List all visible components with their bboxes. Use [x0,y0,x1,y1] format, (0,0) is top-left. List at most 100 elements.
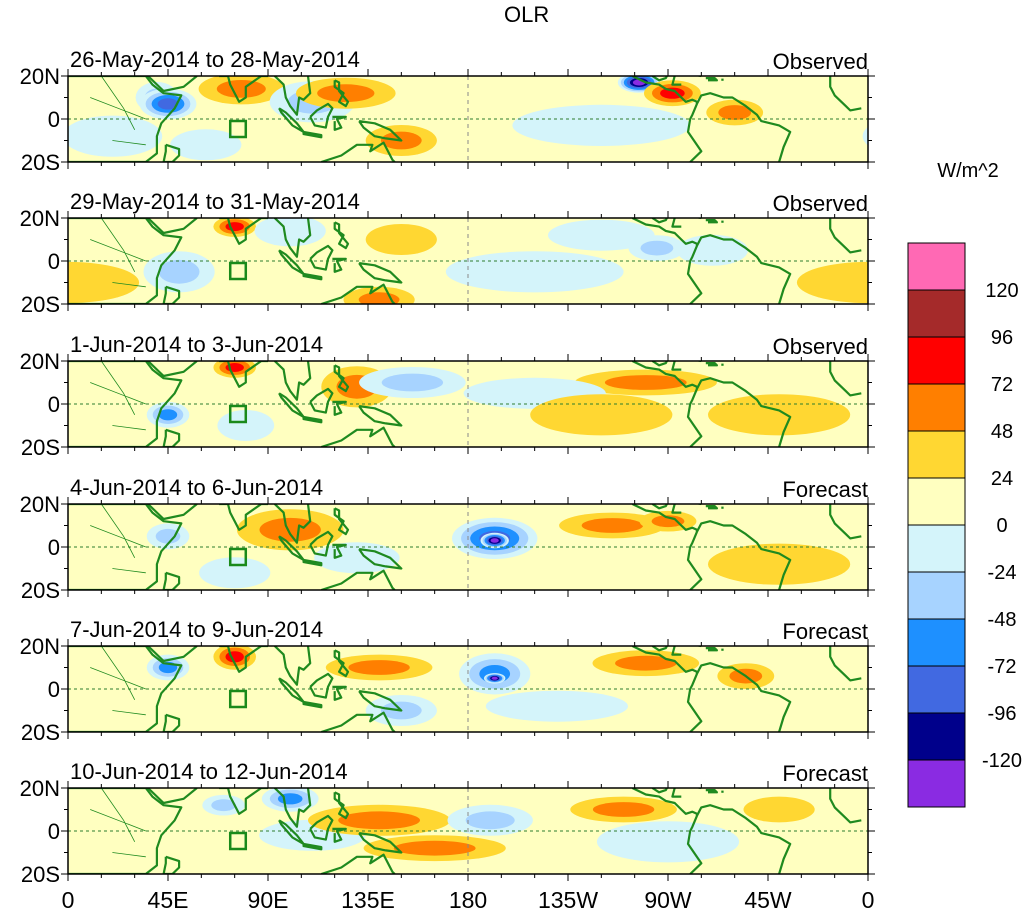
coastline [309,102,334,129]
colorbar-label: 72 [991,374,1013,396]
colorbar-label: 96 [991,327,1013,349]
anomaly-contour [708,394,851,436]
coastline [651,76,669,82]
anomaly-contour [1019,648,1028,666]
panel-label: Forecast [782,761,868,786]
x-tick-label: 45E [148,887,189,913]
coastline [320,141,396,162]
country-border [112,568,146,574]
coastline [671,504,682,514]
anomaly-contour [592,802,655,817]
coastline [147,788,198,805]
country-border [100,504,136,558]
country-border [100,788,136,842]
panel-label: Observed [773,334,868,359]
country-border [90,809,146,832]
colorbar-label: 24 [991,468,1013,490]
coastline [278,107,305,133]
anomaly-contour [68,115,163,157]
coastline [219,361,268,388]
anomaly-contour [157,98,179,110]
colorbar-cell [907,759,966,808]
anomaly-contour [936,82,979,113]
coastline [309,672,334,699]
colorbar-legend: W/m^2 120 96 72 48 24 0 -24 -48 -72 -96 -120 [907,160,1022,808]
coastline [162,285,181,304]
anomaly-contour [68,261,140,304]
anomaly-contour [708,543,851,585]
anomaly-contour [530,394,673,436]
coastline [686,92,792,162]
coastline [332,543,347,559]
colorbar-cell [907,430,966,479]
coastline [333,364,350,393]
coastline [147,76,198,93]
region-box [228,831,248,851]
coastline [651,646,669,652]
y-tick-label: 20N [20,634,60,659]
anomaly-contour [365,224,437,255]
anomaly-contour [999,73,1028,104]
y-tick-label: 20S [21,150,60,175]
anomaly-contour [381,373,444,392]
coastline [333,79,350,108]
coastline [273,504,312,544]
anomaly-contour [358,292,400,304]
y-tick-label: 0 [48,107,60,132]
anomaly-contour [393,840,476,856]
coastline [147,218,198,235]
colorbar-units: W/m^2 [937,160,999,182]
anomaly-contour [465,811,515,830]
coastline [358,405,403,427]
anomaly-contour [596,821,740,863]
colorbar-cell [907,571,966,620]
anomaly-contour [158,409,178,421]
coastline [686,804,792,874]
coastline [68,76,183,162]
coastline [302,842,323,851]
x-tick-label: 0 [862,887,875,913]
anomaly-contour [317,84,375,103]
colorbar-cell [907,383,966,432]
coastline [273,361,312,401]
panel-6: 10-Jun-2014 to 12-Jun-2014 Forecast20N020… [20,759,875,887]
coastline [631,646,698,674]
coastline [333,221,350,250]
coastline [147,646,198,663]
y-tick-label: 20N [20,206,60,231]
coastline [333,649,350,678]
panel-label: Observed [773,191,868,216]
panel-4: 4-Jun-2014 to 6-Jun-2014 Forecast 20N 0 20S [20,475,875,603]
coastline [686,377,792,447]
panel-period: 7-Jun-2014 to 9-Jun-2014 [70,617,323,642]
x-tick-label: 135E [341,887,395,913]
anomaly-contour [796,261,868,304]
anomaly-contour [945,89,970,107]
panel-period: 10-Jun-2014 to 12-Jun-2014 [70,759,348,784]
anomaly-contour [1019,219,1028,234]
panel-period: 29-May-2014 to 31-May-2014 [70,189,360,214]
coastline [332,257,347,273]
coastline [358,832,403,854]
coastline [651,504,669,510]
panel-label: Observed [773,49,868,74]
colorbar-label: -72 [988,656,1017,678]
coastline [320,283,396,304]
anomaly-contour [940,88,997,119]
panels-group: 26-May-2014 to 28-May-2014 Observed20N020… [20,47,1028,887]
coastline [358,120,403,142]
anomaly-contour [211,799,236,812]
coastline [219,646,268,673]
colorbar-label: -24 [988,562,1017,584]
panel-label: Forecast [782,619,868,644]
anomaly-contour [970,129,1028,160]
figure-title: OLR [504,2,550,27]
panel-3: 1-Jun-2014 to 3-Jun-2014 Observed 20N 0 20S [20,332,875,460]
coastline [162,855,181,874]
colorbar-cell [907,289,966,338]
coastline [631,788,698,816]
anomaly-contour [1017,80,1028,98]
coastline [651,218,669,224]
anomaly-contour [615,655,677,671]
